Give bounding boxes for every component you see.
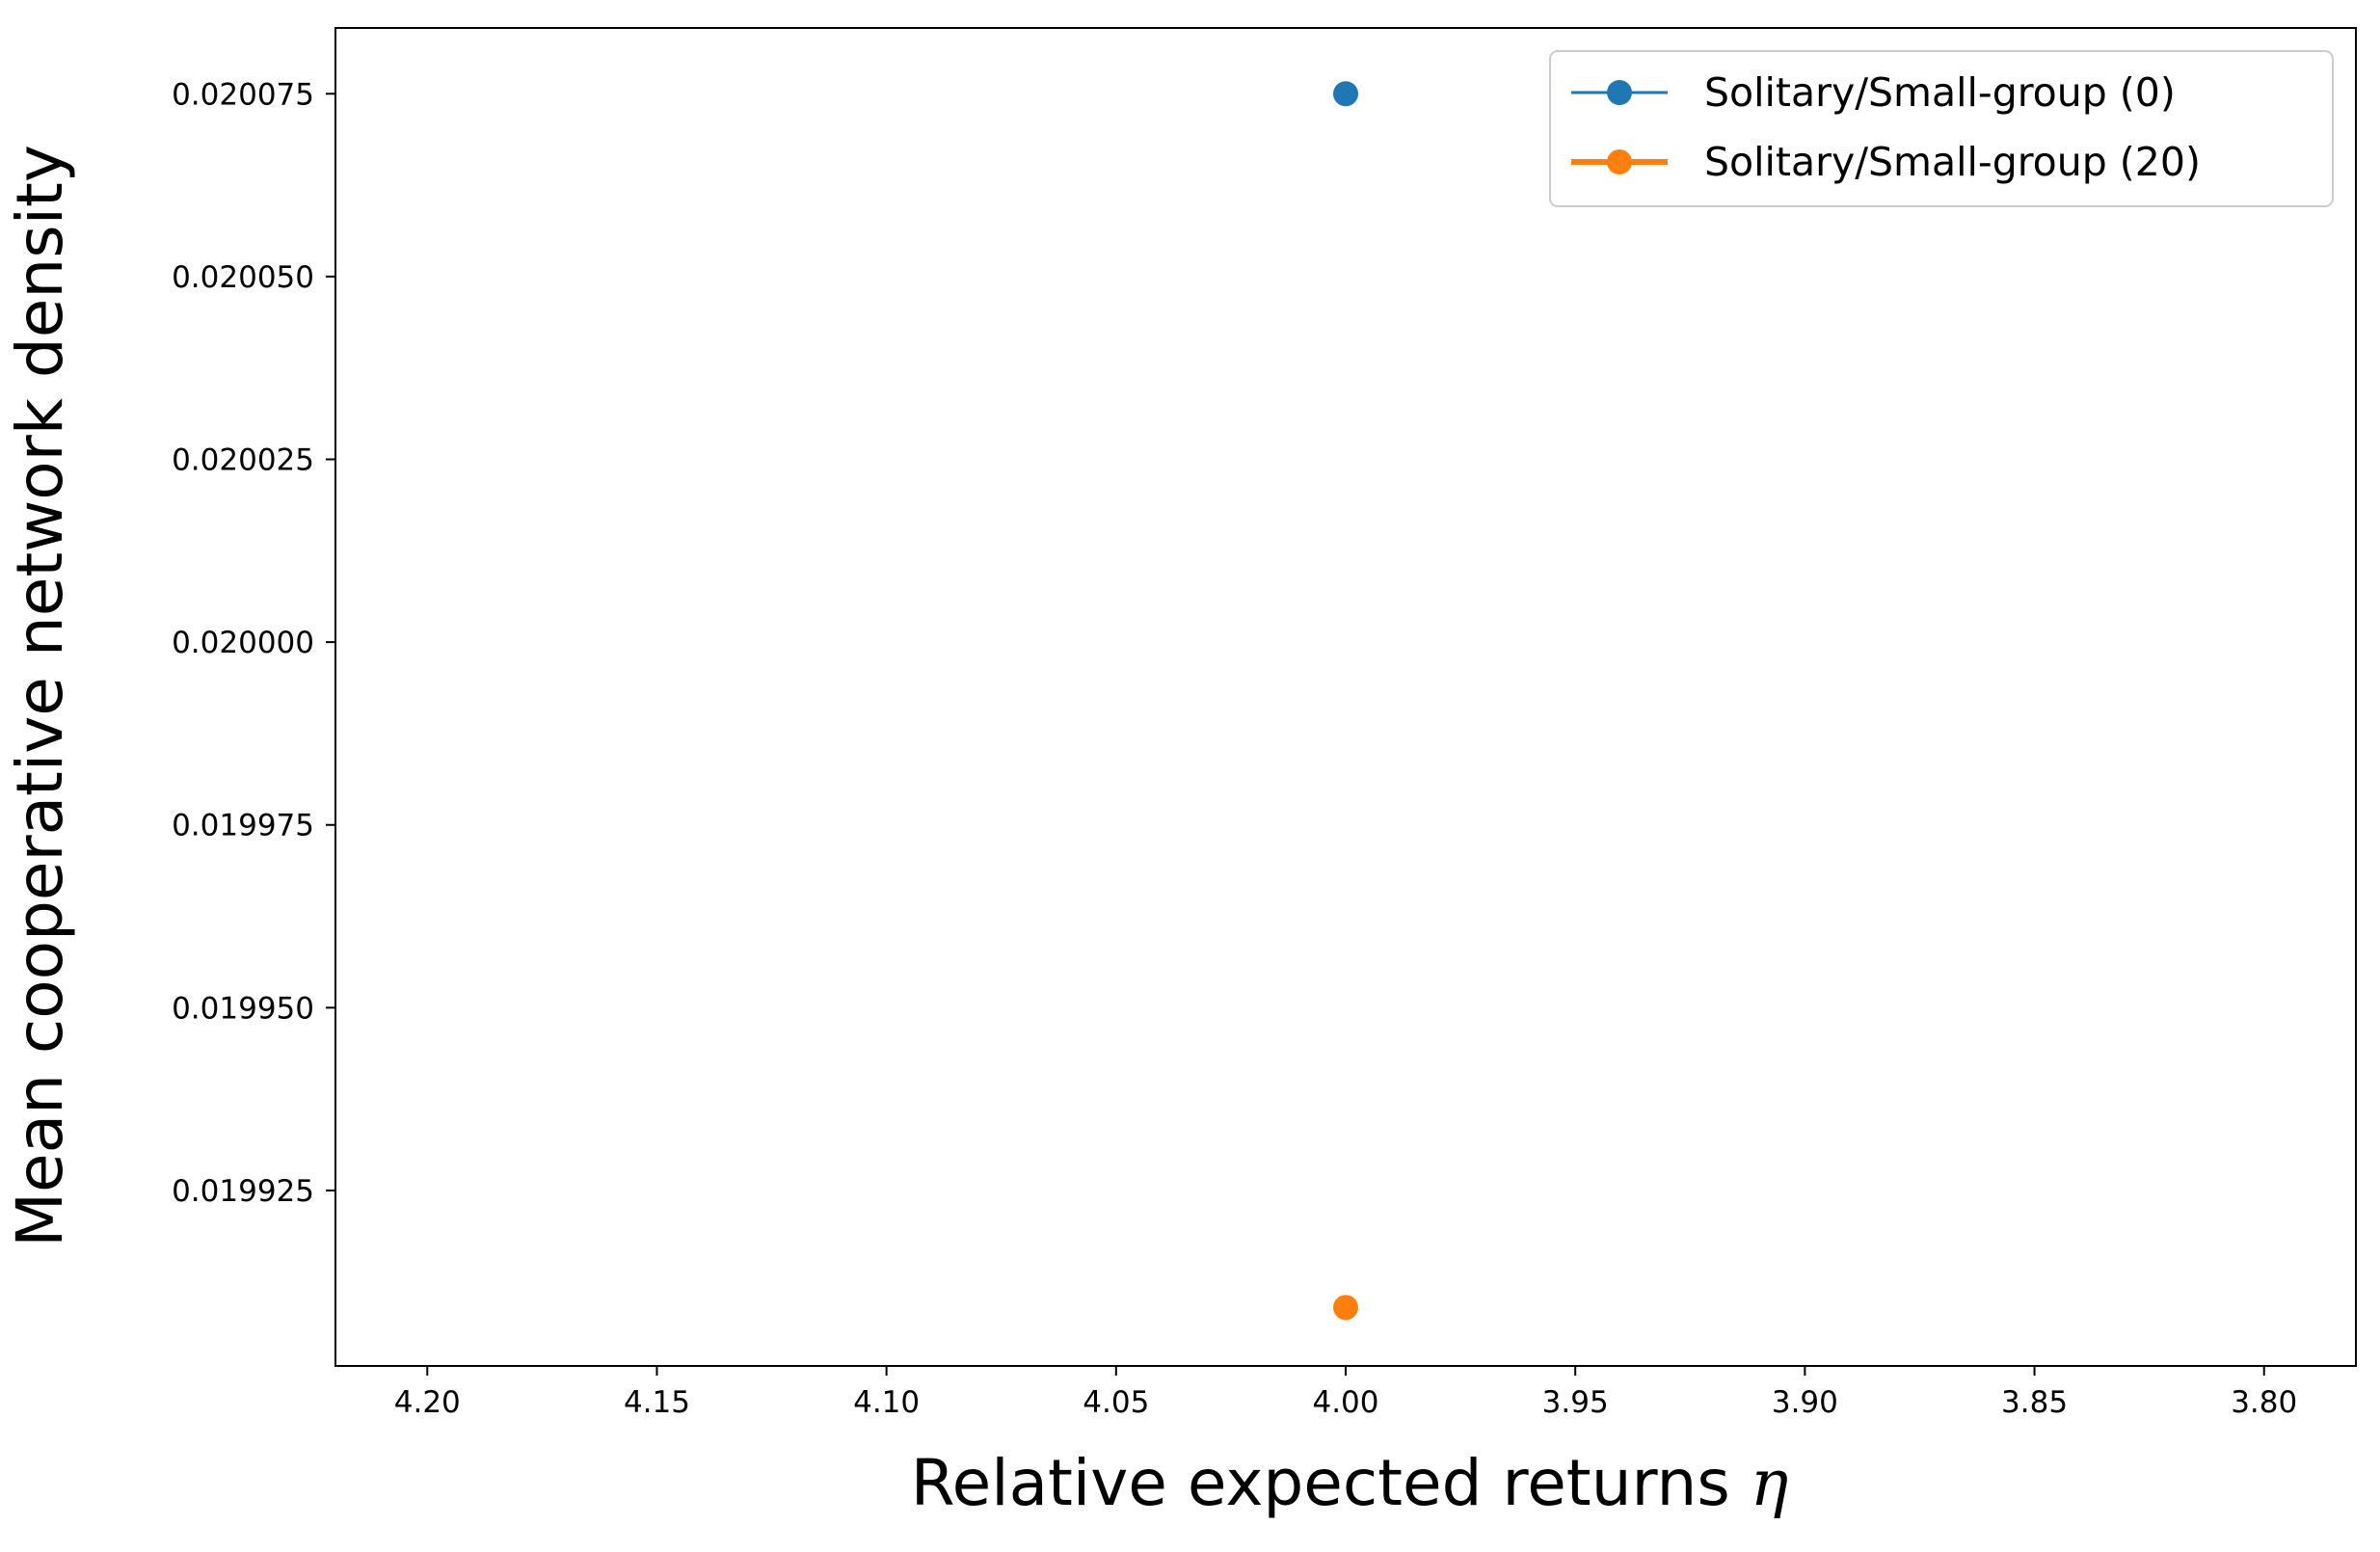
y-axis-label: Mean cooperative network density — [3, 145, 77, 1247]
x-tick-label: 4.00 — [1312, 1385, 1378, 1420]
x-tick-label: 3.90 — [1772, 1385, 1838, 1420]
x-tick-label: 3.85 — [2001, 1385, 2068, 1420]
x-tick-label: 3.95 — [1542, 1385, 1609, 1420]
legend-box — [1549, 50, 2334, 207]
y-tick-label: 0.020025 — [172, 442, 314, 477]
y-tick-label: 0.020050 — [172, 260, 314, 295]
legend: Solitary/Small-group (0) Solitary/Small-g… — [1549, 50, 2334, 207]
legend-marker — [1607, 149, 1632, 174]
x-tick-label: 4.05 — [1083, 1385, 1149, 1420]
data-point-series-1 — [1333, 1295, 1358, 1321]
y-axis-ticks: 0.019925 0.019950 0.019975 0.020000 0.020025… — [172, 77, 335, 1209]
x-tick-label: 4.10 — [853, 1385, 920, 1420]
y-tick-label: 0.019925 — [172, 1174, 314, 1209]
x-axis-label-symbol: η — [1751, 1446, 1789, 1520]
y-tick-label: 0.019950 — [172, 991, 314, 1026]
legend-marker — [1607, 80, 1632, 105]
x-tick-label: 4.20 — [394, 1385, 461, 1420]
plot-area — [334, 27, 2357, 1367]
x-tick-label: 4.15 — [624, 1385, 690, 1420]
data-point-series-0 — [1333, 81, 1358, 107]
y-tick-label: 0.019975 — [172, 809, 314, 843]
data-points — [1333, 81, 1358, 1321]
x-axis-ticks: 4.20 4.15 4.10 4.05 4.00 3.95 3.90 3.85 3.80 — [394, 1366, 2297, 1420]
legend-label: Solitary/Small-group (0) — [1704, 69, 2176, 116]
legend-label: Solitary/Small-group (20) — [1704, 139, 2201, 185]
y-tick-label: 0.020000 — [172, 626, 314, 660]
x-tick-label: 3.80 — [2231, 1385, 2297, 1420]
y-tick-label: 0.020075 — [172, 77, 314, 112]
x-axis-label: Relative expected returns η — [911, 1446, 1789, 1520]
x-axis-label-text: Relative expected returns — [911, 1446, 1730, 1520]
